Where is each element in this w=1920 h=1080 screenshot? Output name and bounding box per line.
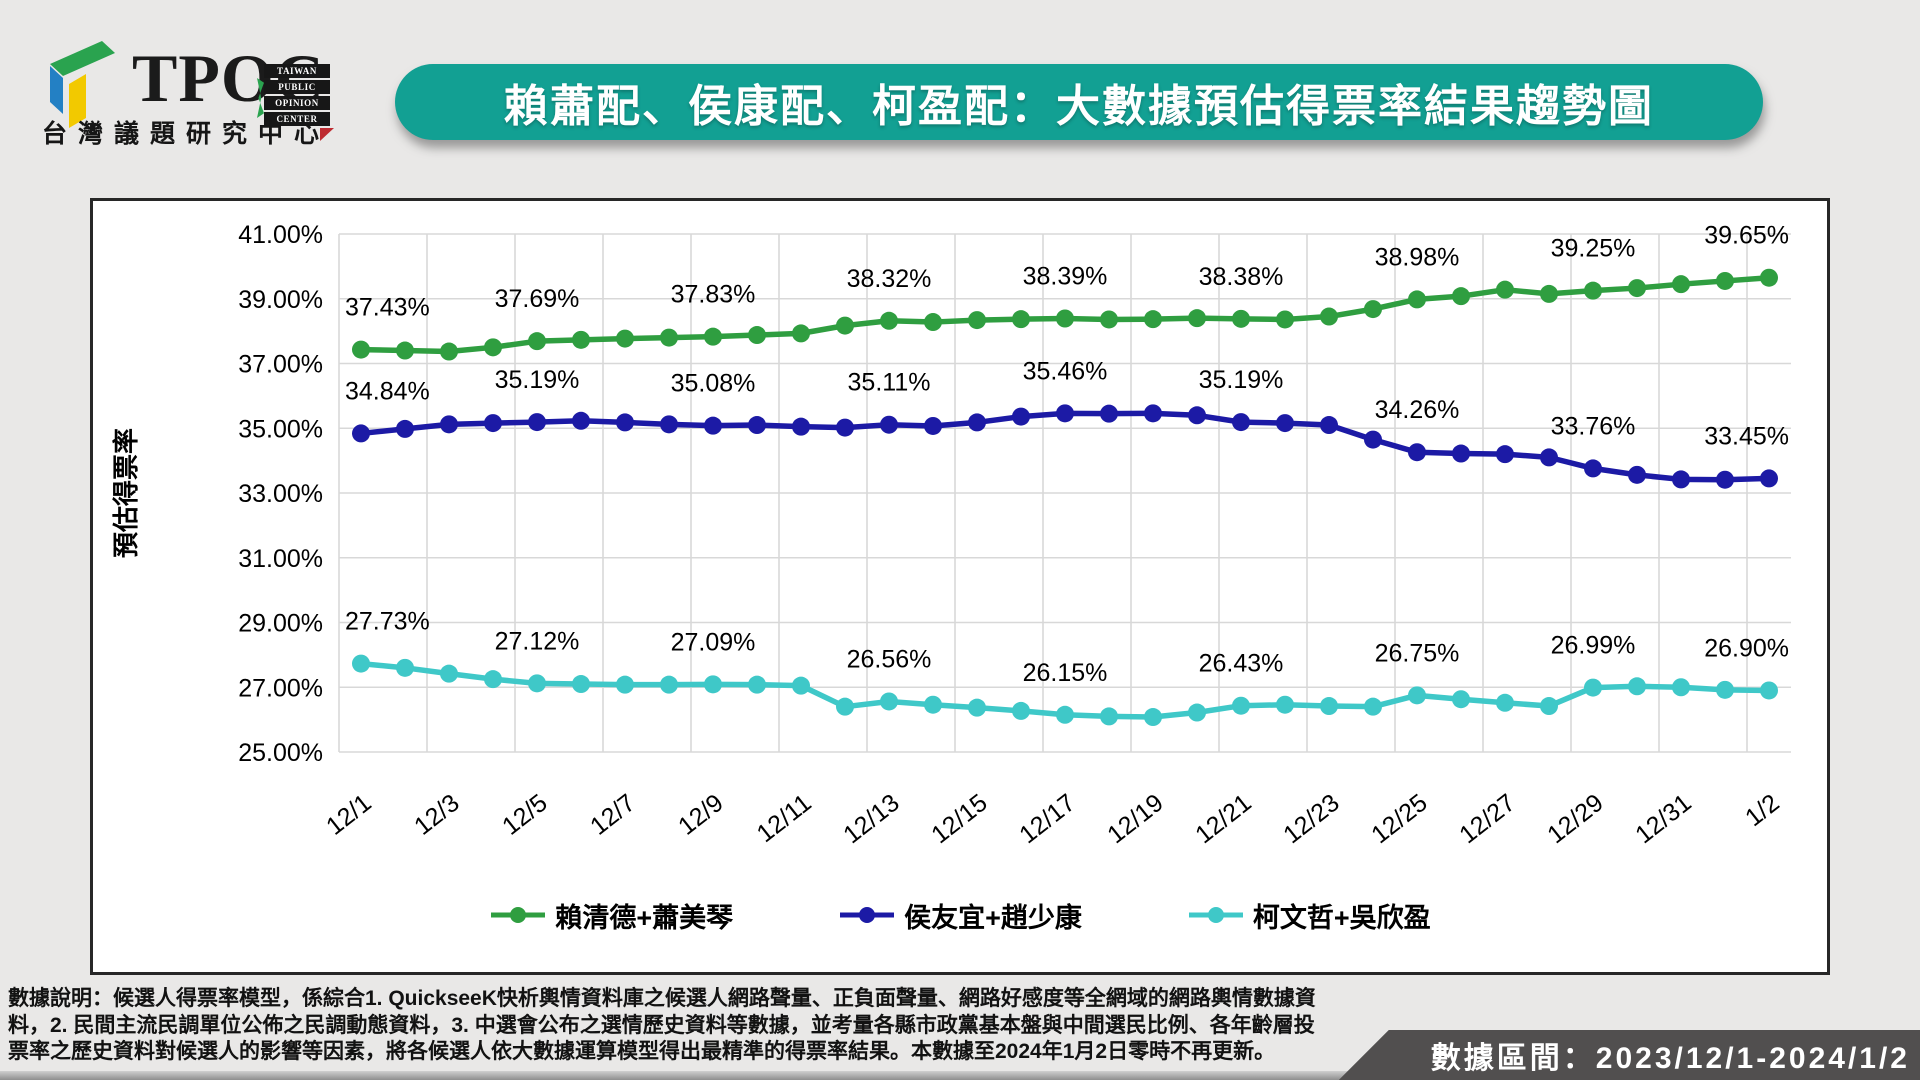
svg-text:37.69%: 37.69% <box>495 285 580 313</box>
brand-words-block: TAIWAN PUBLIC OPINION CENTER <box>257 64 334 141</box>
logo-mark-icon <box>50 41 115 128</box>
trend-chart: 41.00% 39.00% 37.00% 35.00% 33.00% 31.00% 29.0… <box>111 221 1791 850</box>
footnote-line: 數據說明：候選人得票率模型，係綜合1. QuickseeK快析輿情資料庫之候選人… <box>8 987 1316 1010</box>
data-range-badge: 數據區間：2023/12/1-2024/1/2 <box>1338 1030 1920 1080</box>
legend-label: 侯友宜+趙少康 <box>904 902 1082 933</box>
svg-text:12/19: 12/19 <box>1102 789 1169 850</box>
svg-text:12/7: 12/7 <box>585 789 641 841</box>
svg-text:35.00%: 35.00% <box>238 415 323 443</box>
svg-text:37.43%: 37.43% <box>345 294 430 322</box>
org-name-zh: 台灣議題研究中心 <box>42 120 331 148</box>
svg-text:12/5: 12/5 <box>497 789 553 841</box>
brand-word: CENTER <box>264 112 330 126</box>
svg-text:34.84%: 34.84% <box>345 377 430 405</box>
data-range-text: 數據區間：2023/12/1-2024/1/2 <box>1430 1042 1910 1075</box>
legend-marker-icon <box>491 907 546 923</box>
chart-card: 41.00% 39.00% 37.00% 35.00% 33.00% 31.00% 29.0… <box>90 198 1830 975</box>
svg-text:29.00%: 29.00% <box>238 610 323 638</box>
svg-text:35.19%: 35.19% <box>1199 366 1284 394</box>
title-banner: 賴蕭配、侯康配、柯盈配：大數據預估得票率結果趨勢圖 <box>395 64 1763 140</box>
svg-text:27.73%: 27.73% <box>345 608 430 636</box>
svg-text:39.65%: 39.65% <box>1704 222 1789 250</box>
legend-marker-icon <box>840 907 895 923</box>
svg-text:27.09%: 27.09% <box>671 628 756 656</box>
svg-text:12/13: 12/13 <box>838 789 905 850</box>
svg-text:34.26%: 34.26% <box>1375 396 1460 424</box>
svg-text:37.00%: 37.00% <box>238 351 323 379</box>
svg-text:26.99%: 26.99% <box>1551 632 1636 660</box>
svg-text:12/29: 12/29 <box>1542 789 1609 850</box>
svg-text:35.46%: 35.46% <box>1023 357 1108 385</box>
svg-text:12/21: 12/21 <box>1190 789 1257 850</box>
footnote-line: 料，2. 民間主流民調單位公佈之民調動態資料，3. 中選會公布之選情歷史資料等數… <box>8 1013 1315 1037</box>
svg-text:38.98%: 38.98% <box>1375 243 1460 271</box>
svg-text:12/1: 12/1 <box>321 789 377 841</box>
legend-marker-icon <box>1188 907 1243 923</box>
svg-text:38.39%: 38.39% <box>1023 262 1108 290</box>
svg-text:1/2: 1/2 <box>1740 789 1785 832</box>
svg-text:25.00%: 25.00% <box>238 739 323 767</box>
svg-text:26.56%: 26.56% <box>847 645 932 673</box>
svg-text:37.83%: 37.83% <box>671 281 756 309</box>
svg-text:12/31: 12/31 <box>1630 789 1697 850</box>
page-title: 賴蕭配、侯康配、柯盈配：大數據預估得票率結果趨勢圖 <box>504 82 1654 131</box>
svg-text:39.25%: 39.25% <box>1551 235 1636 263</box>
brand-word: TAIWAN <box>264 64 330 78</box>
svg-text:38.32%: 38.32% <box>847 265 932 293</box>
svg-text:12/23: 12/23 <box>1278 789 1345 850</box>
svg-text:39.00%: 39.00% <box>238 286 323 314</box>
brand-word: PUBLIC <box>264 80 330 94</box>
logo-red-flag-icon <box>320 128 334 141</box>
footnote: 數據說明：候選人得票率模型，係綜合1. QuickseeK快析輿情資料庫之候選人… <box>8 986 1568 1066</box>
svg-text:41.00%: 41.00% <box>238 221 323 249</box>
svg-text:27.12%: 27.12% <box>495 627 580 655</box>
svg-text:35.19%: 35.19% <box>495 366 580 394</box>
svg-text:33.76%: 33.76% <box>1551 412 1636 440</box>
svg-text:27.00%: 27.00% <box>238 674 323 702</box>
svg-text:35.08%: 35.08% <box>671 370 756 398</box>
svg-text:31.00%: 31.00% <box>238 545 323 573</box>
tpoc-logo: TPOC TAIWAN PUBLIC OPINION CENTER 台灣議題研究… <box>40 18 340 148</box>
legend-item-ko-wu: 柯文哲+吳欣盈 <box>1187 896 1431 935</box>
legend-label: 賴清德+蕭美琴 <box>555 902 734 933</box>
svg-text:38.38%: 38.38% <box>1199 263 1284 291</box>
svg-text:預估得票率: 預估得票率 <box>111 428 141 558</box>
svg-text:26.15%: 26.15% <box>1023 659 1108 687</box>
legend-item-lai-hsiao: 賴清德+蕭美琴 <box>489 896 733 935</box>
brand-word: OPINION <box>264 96 330 110</box>
legend-label: 柯文哲+吳欣盈 <box>1252 902 1431 933</box>
svg-text:26.90%: 26.90% <box>1704 634 1789 662</box>
svg-text:12/17: 12/17 <box>1014 789 1081 850</box>
logo-green-zigzag-icon <box>257 78 264 118</box>
svg-text:12/27: 12/27 <box>1454 789 1521 850</box>
legend-item-hou-chao: 侯友宜+趙少康 <box>838 896 1082 935</box>
footnote-line: 票率之歷史資料對候選人的影響等因素，將各候選人依大數據運算模型得出最精準的得票率… <box>8 1040 1276 1063</box>
svg-text:26.75%: 26.75% <box>1375 639 1460 667</box>
svg-text:35.11%: 35.11% <box>848 369 931 397</box>
svg-text:12/11: 12/11 <box>752 789 817 848</box>
bottom-edge-strip <box>0 1071 1920 1080</box>
svg-text:26.43%: 26.43% <box>1199 650 1284 678</box>
svg-text:33.45%: 33.45% <box>1704 422 1789 450</box>
svg-text:12/25: 12/25 <box>1366 789 1433 850</box>
svg-text:12/3: 12/3 <box>409 789 465 841</box>
svg-text:12/15: 12/15 <box>926 789 993 850</box>
svg-text:33.00%: 33.00% <box>238 480 323 508</box>
chart-legend: 賴清德+蕭美琴 侯友宜+趙少康 柯文哲+吳欣盈 <box>93 870 1827 960</box>
svg-text:12/9: 12/9 <box>673 789 729 841</box>
